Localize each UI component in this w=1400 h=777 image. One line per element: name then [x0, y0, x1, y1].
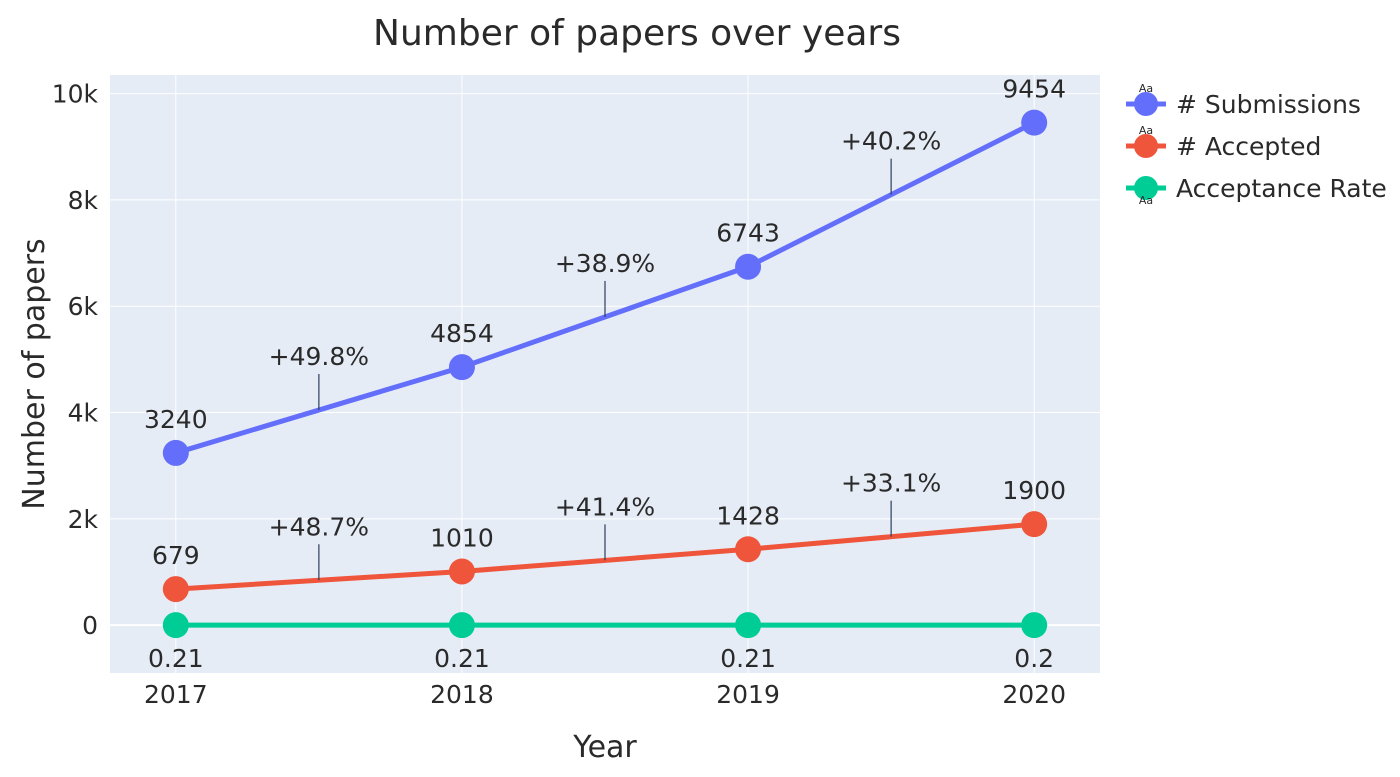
point-label: 1428	[716, 501, 780, 530]
growth-annotations: +49.8% +38.9% +40.2% +48.7% +41.4% +33.1%	[269, 127, 941, 581]
point-label: 679	[152, 541, 200, 570]
point-label: 1010	[430, 523, 494, 552]
point-label: 6743	[716, 219, 780, 248]
data-point	[1021, 511, 1048, 538]
legend-item[interactable]: Aa # Submissions	[1126, 82, 1361, 119]
series-markers	[162, 109, 1048, 639]
growth-label: +48.7%	[269, 512, 369, 541]
x-tick-label: 2019	[716, 680, 780, 709]
data-point	[1021, 109, 1048, 136]
data-point	[162, 576, 189, 603]
chart-title: Number of papers over years	[373, 13, 901, 54]
legend: Aa # Submissions Aa # Accepted Aa Acceptance …	[1126, 82, 1387, 207]
data-point	[448, 558, 475, 585]
y-tick-label: 8k	[68, 186, 99, 215]
data-point	[162, 612, 189, 639]
legend-marker-text: Aa	[1139, 124, 1153, 137]
point-labels: 3240 4854 6743 9454 679 1010 1428 1900 0.21 0.21 0…	[144, 75, 1066, 674]
data-point	[735, 253, 762, 280]
point-label: 0.21	[434, 644, 490, 673]
legend-item[interactable]: Aa Acceptance Rate	[1126, 174, 1387, 207]
growth-label: +40.2%	[841, 127, 941, 156]
data-point	[735, 612, 762, 639]
y-tick-label: 0	[82, 611, 98, 640]
legend-marker-text: Aa	[1139, 194, 1153, 207]
y-tick-label: 2k	[68, 505, 99, 534]
growth-label: +33.1%	[841, 469, 941, 498]
x-tick-label: 2017	[144, 680, 208, 709]
legend-marker-text: Aa	[1139, 82, 1153, 95]
data-point	[1021, 612, 1048, 639]
point-label: 0.2	[1014, 644, 1054, 673]
point-label: 3240	[144, 405, 208, 434]
axis-ticks: 2017 2018 2019 2020 0 2k 4k 6k 8k 10k	[52, 80, 1066, 709]
data-point	[162, 439, 189, 466]
growth-label: +49.8%	[269, 342, 369, 371]
legend-marker	[1134, 134, 1158, 158]
growth-label: +41.4%	[555, 492, 655, 521]
point-label: 1900	[1002, 476, 1066, 505]
data-point	[735, 536, 762, 563]
growth-label: +38.9%	[555, 249, 655, 278]
x-tick-label: 2018	[430, 680, 494, 709]
point-label: 0.21	[720, 644, 776, 673]
legend-marker	[1134, 176, 1158, 200]
y-axis-title: Number of papers	[17, 238, 52, 509]
legend-label: # Submissions	[1176, 90, 1361, 119]
point-label: 9454	[1002, 75, 1066, 104]
y-tick-label: 6k	[68, 292, 99, 321]
x-tick-label: 2020	[1002, 680, 1066, 709]
y-tick-label: 10k	[52, 80, 99, 109]
legend-marker	[1134, 92, 1158, 116]
data-point	[448, 612, 475, 639]
x-axis-title: Year	[572, 730, 637, 765]
legend-item[interactable]: Aa # Accepted	[1126, 124, 1321, 161]
point-label: 0.21	[148, 644, 204, 673]
y-tick-label: 4k	[68, 399, 99, 428]
data-point	[448, 354, 475, 381]
legend-label: # Accepted	[1176, 132, 1321, 161]
point-label: 4854	[430, 319, 494, 348]
legend-label: Acceptance Rate	[1176, 174, 1387, 203]
